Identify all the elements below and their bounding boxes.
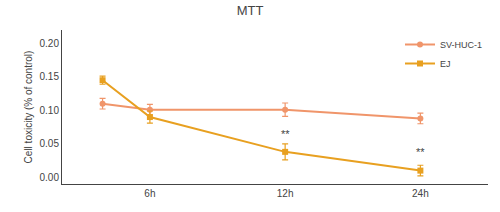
svg-text:0.05: 0.05 [40,138,60,149]
svg-text:SV-HUC-1: SV-HUC-1 [440,40,482,50]
svg-text:0.15: 0.15 [40,71,60,82]
svg-text:6h: 6h [144,188,155,199]
svg-text:**: ** [416,146,425,158]
svg-text:0.10: 0.10 [40,105,60,116]
svg-text:MTT: MTT [237,3,264,18]
svg-text:EJ: EJ [440,59,451,69]
svg-text:24h: 24h [412,188,429,199]
svg-text:Cell toxicity (% of control): Cell toxicity (% of control) [23,51,34,164]
svg-text:0.20: 0.20 [40,38,60,49]
svg-text:**: ** [281,128,290,140]
svg-text:12h: 12h [277,188,294,199]
svg-text:0.00: 0.00 [40,172,60,183]
